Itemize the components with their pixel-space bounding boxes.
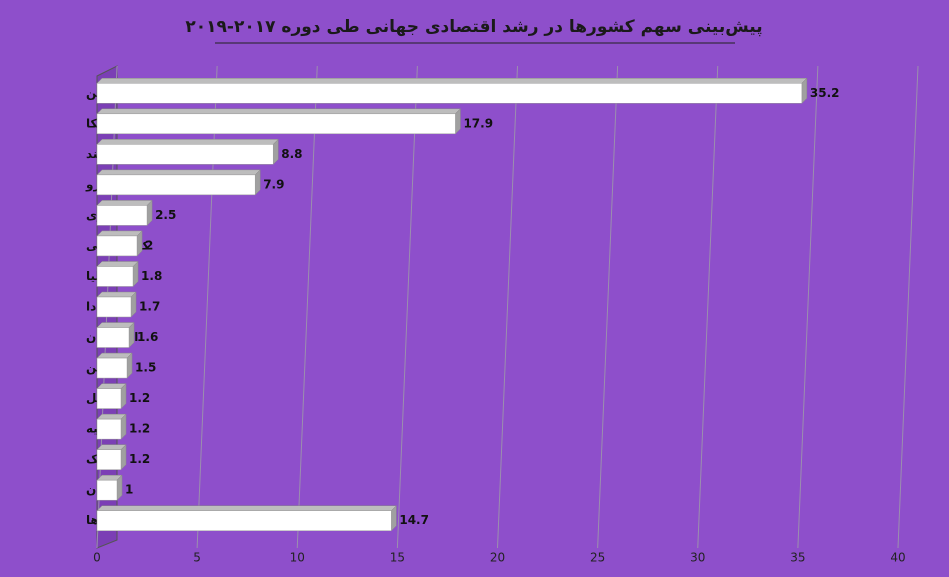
grid-line [797, 65, 819, 549]
bar [96, 327, 130, 348]
grid-line [396, 65, 418, 549]
data-label: 14.7 [399, 513, 429, 527]
data-label: 2.5 [155, 208, 176, 222]
bar-top [96, 505, 397, 511]
data-label: 17.9 [463, 116, 493, 130]
x-tick-label: 40 [890, 551, 905, 565]
grid-line [597, 65, 619, 549]
data-label: 7.9 [263, 177, 284, 191]
bar [96, 83, 803, 104]
x-tick-label: 10 [290, 551, 305, 565]
bar [96, 479, 118, 501]
data-label: 1.6 [137, 330, 158, 344]
bar-top [96, 322, 135, 328]
bar-top [96, 200, 153, 206]
grid-line [697, 65, 719, 549]
data-label: 1.5 [135, 361, 156, 375]
x-tick-label: 25 [590, 551, 605, 565]
bar [96, 296, 132, 318]
bar [96, 235, 138, 257]
bar-top [96, 139, 279, 145]
bar-top [96, 291, 137, 298]
bar [96, 418, 122, 440]
bar-top [96, 169, 261, 176]
x-tick-label: 35 [790, 551, 805, 565]
x-tick-label: 0 [93, 551, 101, 565]
bar-top [96, 108, 462, 115]
x-tick-label: 20 [490, 551, 505, 565]
bar [96, 144, 274, 165]
grid-line [897, 65, 919, 549]
data-label: 8.8 [281, 147, 302, 161]
bar [96, 174, 256, 196]
data-label: 1.2 [129, 422, 150, 436]
data-label: 1 [125, 483, 133, 497]
x-tick-label: 5 [193, 551, 201, 565]
bar [96, 510, 392, 531]
data-label: 1.7 [139, 300, 160, 314]
bar [96, 205, 148, 226]
data-label: 2 [145, 238, 153, 252]
data-label: 1.8 [141, 269, 162, 283]
grid-line [296, 65, 318, 549]
x-tick-label: 30 [690, 551, 705, 565]
data-label: 35.2 [810, 86, 840, 100]
x-tick-label: 15 [390, 551, 405, 565]
bar-top [96, 261, 139, 267]
bar-top [96, 352, 133, 359]
bar [96, 388, 122, 409]
bar-top [96, 78, 808, 84]
chart-title: پیش‌بینی سهم کشورها در رشد اقتصادی جهانی… [185, 17, 762, 37]
bar [96, 266, 134, 287]
bar [96, 357, 128, 379]
data-label: 1.2 [129, 391, 150, 405]
data-label: 1.2 [129, 452, 150, 466]
bar [96, 449, 122, 470]
bar [96, 113, 456, 135]
grid-line [497, 65, 518, 549]
bar-top [96, 230, 143, 237]
